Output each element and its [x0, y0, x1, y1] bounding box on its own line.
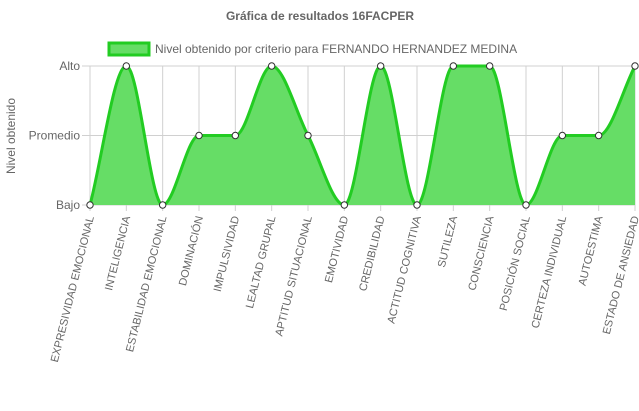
x-tick-label: IMPULSIVIDAD [212, 215, 242, 293]
y-tick-label: Promedio [29, 129, 81, 143]
x-tick-label: APTITUD SITUACIONAL [273, 215, 315, 338]
data-point[interactable] [86, 201, 94, 209]
data-point[interactable] [631, 62, 639, 70]
x-tick-label: EXPRESIVIDAD EMOCIONAL [49, 215, 97, 364]
y-ticks: Bajo Promedio Alto [29, 59, 81, 212]
data-point[interactable] [122, 62, 131, 70]
x-tick-label: ESTABILIDAD EMOCIONAL [124, 215, 169, 354]
y-tick-label: Bajo [56, 198, 80, 212]
x-tick-label: POSICIÓN SOCIAL [497, 215, 533, 312]
data-point[interactable] [449, 62, 458, 70]
legend-label: Nivel obtenido por criterio para FERNAND… [155, 42, 517, 56]
x-tick-label: EMOTIVIDAD [323, 215, 351, 284]
data-point[interactable] [594, 131, 603, 140]
data-point[interactable] [195, 131, 203, 140]
legend-swatch [107, 41, 151, 57]
data-point[interactable] [158, 201, 167, 209]
x-tick-label: ACTITUD COGNITIVA [386, 214, 425, 325]
data-points [86, 62, 639, 209]
x-tick-label: DOMINACIÓN [176, 215, 206, 288]
data-point[interactable] [340, 201, 349, 209]
y-tick-label: Alto [59, 59, 80, 73]
x-tick-label: LEALTAD GRUPAL [244, 215, 279, 310]
y-axis-label: Nivel obtenido [4, 98, 18, 174]
data-point[interactable] [267, 62, 276, 70]
data-point[interactable] [485, 62, 494, 70]
x-tick-label: INTELIGENCIA [103, 214, 133, 292]
x-ticks: EXPRESIVIDAD EMOCIONAL INTELIGENCIAESTABI… [49, 214, 639, 363]
data-point[interactable] [413, 201, 421, 209]
x-tick-label: AUTOESTIMA [577, 214, 606, 287]
data-point[interactable] [304, 131, 312, 140]
x-tick-label: CERTEZA INDIVIDUAL [530, 215, 570, 330]
data-point[interactable] [376, 62, 385, 70]
x-tick-label: CREDIBILIDAD [357, 215, 387, 293]
legend[interactable]: Nivel obtenido por criterio para FERNAND… [107, 41, 517, 57]
chart-title: Gráfica de resultados 16FACPER [226, 9, 414, 23]
series-line [88, 64, 637, 207]
data-point[interactable] [558, 131, 567, 140]
x-tick-label: SUTILEZA [436, 214, 461, 269]
data-point[interactable] [231, 131, 240, 140]
data-point[interactable] [522, 201, 530, 209]
x-tick-label: ESTADO DE ANSIEDAD [601, 215, 639, 336]
series-area [88, 64, 637, 207]
x-tick-label: CONSCIENCIA [466, 214, 496, 292]
